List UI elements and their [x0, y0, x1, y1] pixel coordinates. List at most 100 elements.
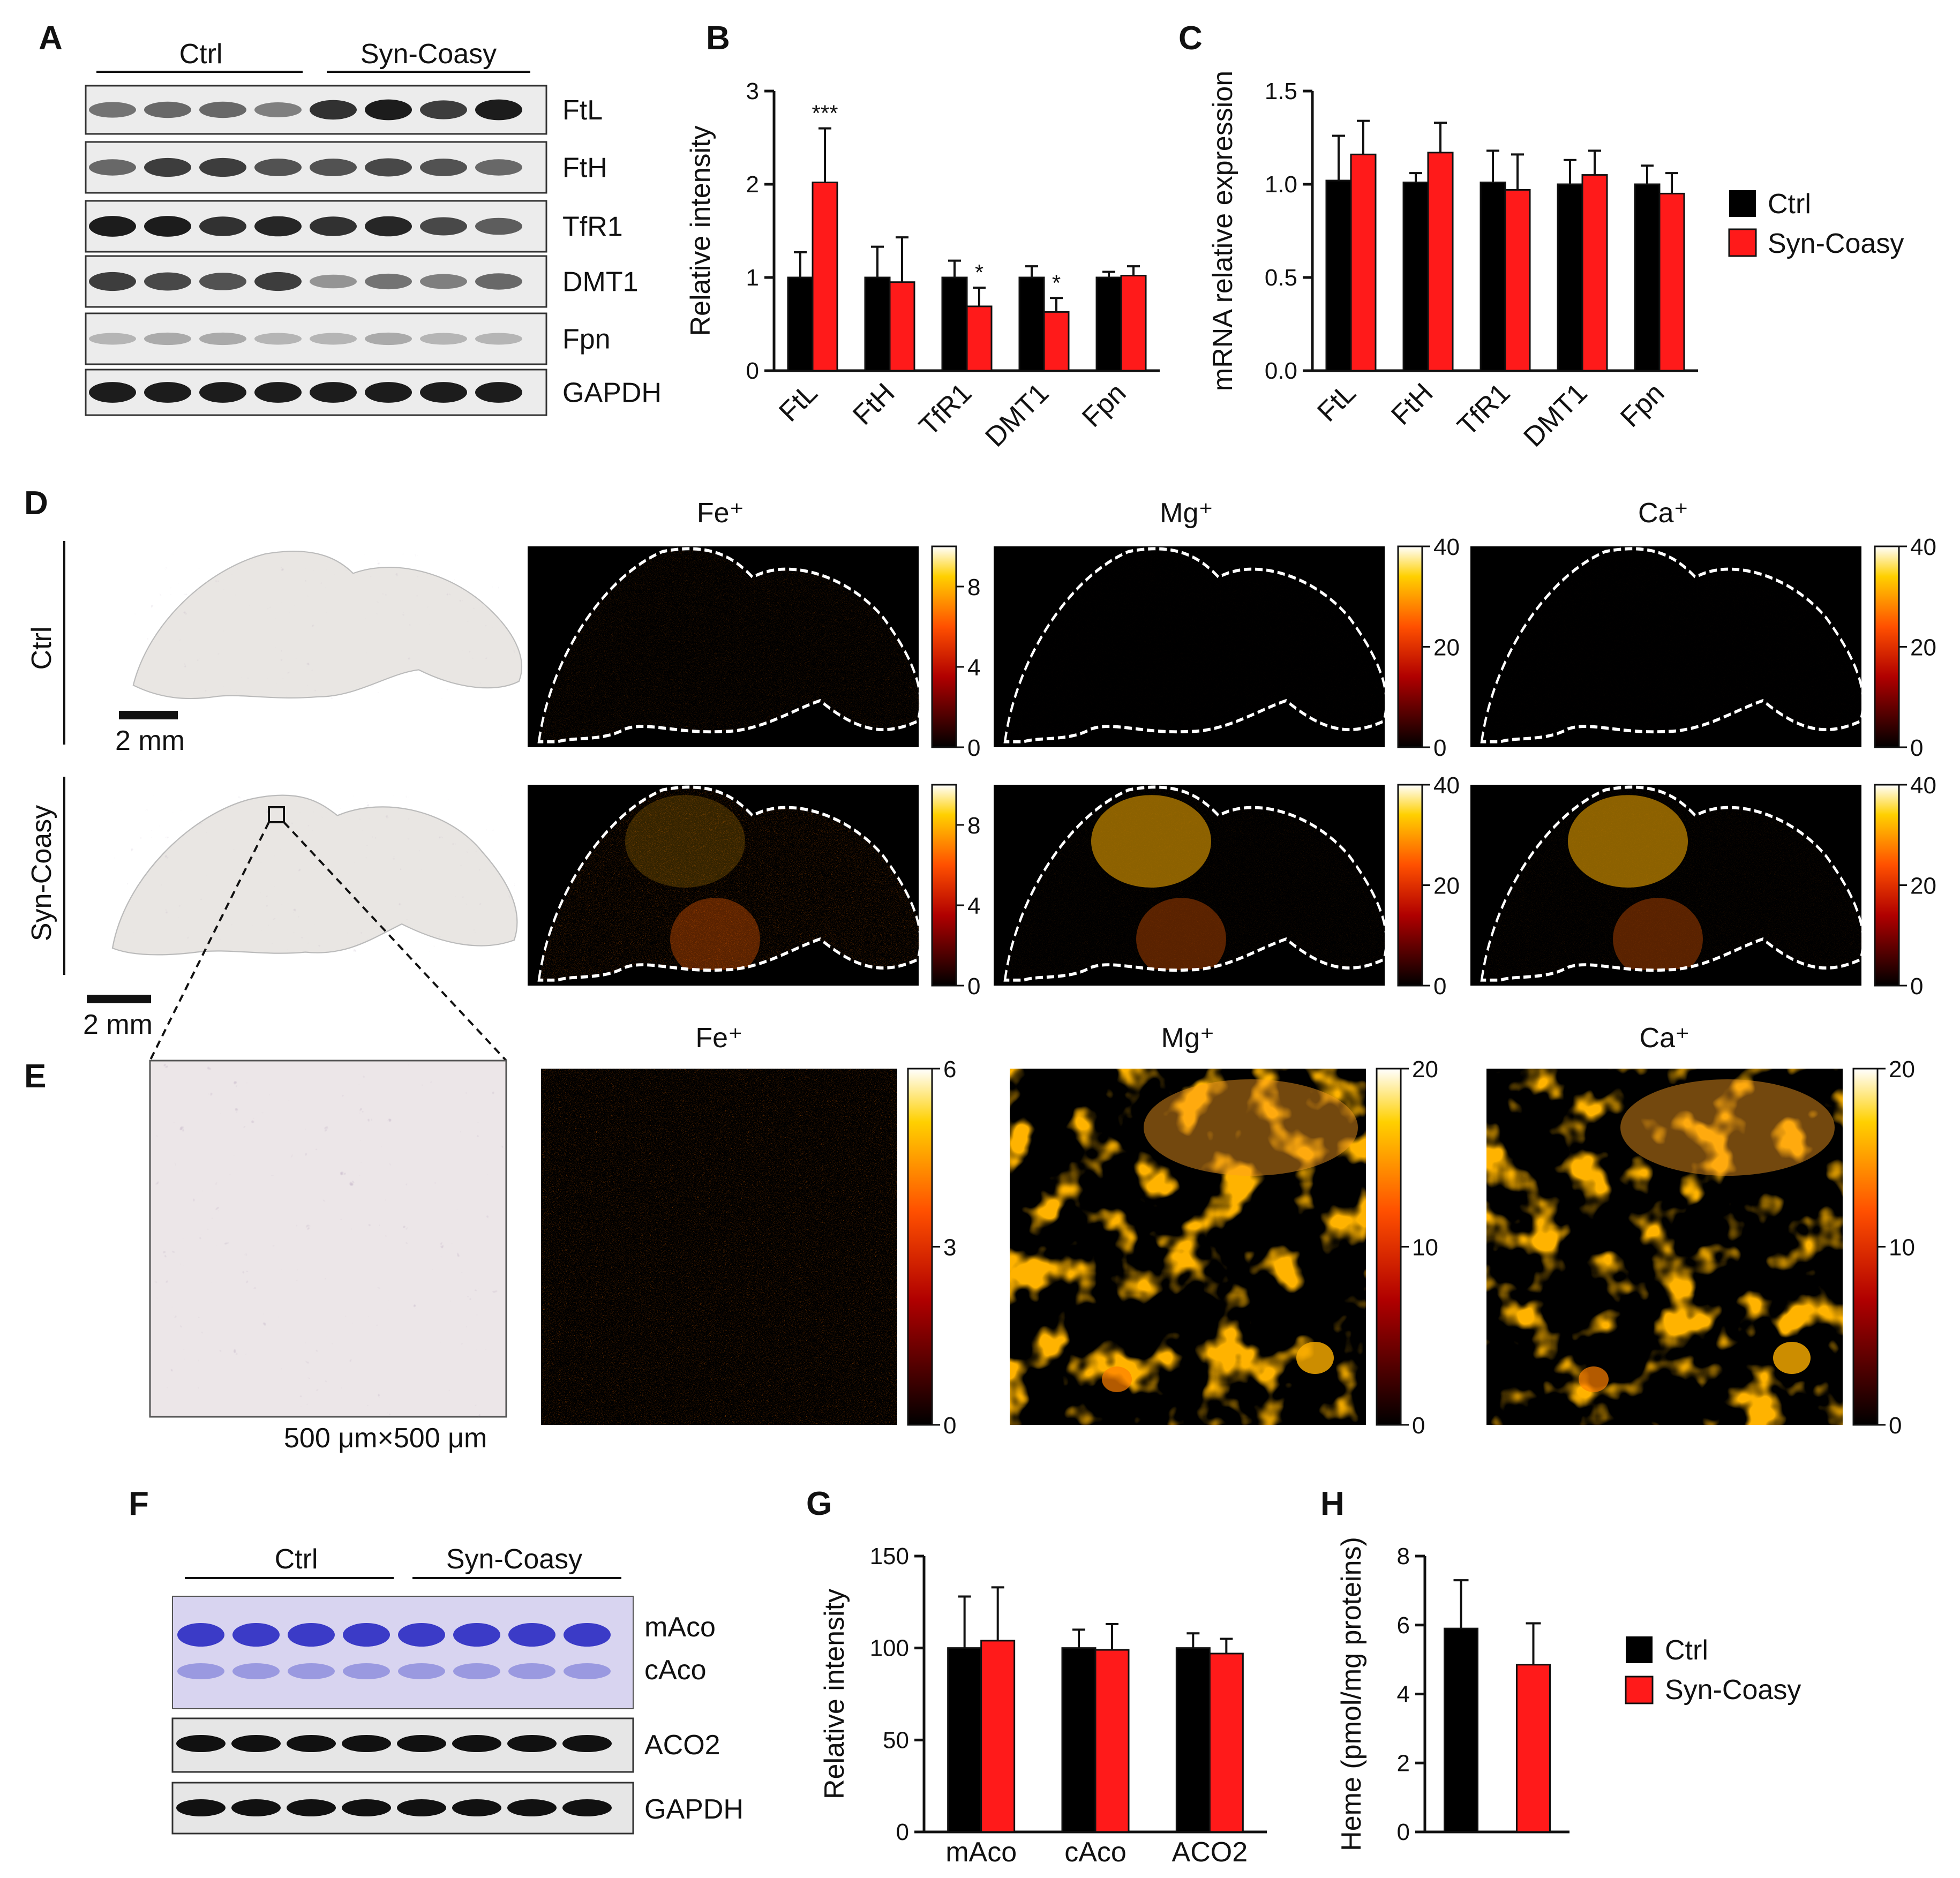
y-axis-label: Relative intensity — [819, 1589, 850, 1799]
x-tick-label: cAco — [1064, 1837, 1127, 1868]
colorbar-tick: 0 — [1433, 735, 1446, 761]
colorbar-tick: 8 — [967, 813, 980, 839]
blot-f-group-syn: Syn-Coasy — [446, 1544, 582, 1575]
blot-a-band — [199, 157, 246, 177]
blot-a-band — [199, 101, 246, 118]
zoom-size-label: 500 μm×500 μm — [284, 1423, 487, 1454]
blot-a-band — [199, 332, 246, 345]
blot-a-band — [365, 382, 412, 403]
blot-a-band — [310, 333, 357, 345]
colorbar-d-ca — [1874, 545, 1900, 748]
blot-f-band-aco2 — [452, 1735, 501, 1752]
brain-section-syn — [111, 794, 518, 956]
blot-f-band-maco — [508, 1623, 555, 1647]
colorbar-tick: 20 — [1433, 635, 1460, 661]
legend2-ctrl-label: Ctrl — [1665, 1635, 1708, 1666]
significance-mark: * — [1052, 270, 1061, 295]
bar-syn-TfR1 — [966, 305, 993, 372]
legend2-ctrl-swatch — [1626, 1636, 1653, 1663]
blot-a-band — [89, 216, 136, 237]
brain-section-ctrl — [132, 551, 522, 700]
blot-a-band — [89, 382, 136, 403]
x-tick-label: DMT1 — [979, 377, 1055, 453]
bar-syn-FtL — [812, 182, 838, 372]
blot-a-band — [365, 99, 412, 121]
colorbar-d-mg — [1397, 545, 1423, 748]
legend-ctrl-label: Ctrl — [1768, 189, 1811, 220]
legend2-syn-swatch — [1625, 1676, 1654, 1704]
y-tick-label: 50 — [883, 1727, 909, 1753]
legend-syn-swatch — [1728, 228, 1757, 257]
bar-syn-FtH — [1427, 152, 1454, 372]
bar-syn-TfR1 — [1504, 189, 1531, 372]
blot-a-label-TfR1: TfR1 — [562, 212, 623, 243]
blot-f-band-gapdh — [397, 1799, 446, 1816]
x-tick-label: Fpn — [1076, 377, 1132, 433]
blot-a-band — [365, 158, 412, 177]
blot-a-band — [254, 272, 302, 291]
bar-ctrl-Fpn — [1634, 183, 1661, 372]
y-tick-label: 1 — [746, 265, 759, 291]
colorbar-e-fe — [907, 1068, 933, 1426]
colorbar-d-fe — [931, 784, 957, 987]
blot-f-band-caco — [343, 1663, 390, 1679]
blot-f-aconitase-gel — [172, 1596, 634, 1709]
blot-f-band-maco — [177, 1623, 224, 1647]
bar-ctrl-DMT1 — [1557, 183, 1583, 372]
colorbar-tick: 3 — [943, 1235, 956, 1261]
blot-a-band — [310, 100, 357, 120]
colorbar-tick: 0 — [967, 973, 980, 1000]
blot-a-band — [365, 216, 412, 237]
blot-a-band — [89, 333, 136, 345]
zoom-region-box — [268, 806, 285, 823]
map-e-title-mg: Mg⁺ — [1161, 1023, 1215, 1054]
x-tick-label: FtH — [1385, 377, 1439, 431]
blot-a-band — [310, 159, 357, 176]
map-d-title-mg: Mg⁺ — [1160, 498, 1213, 529]
element-maps-e: Fe⁺ 0 3 6 Mg⁺ 0 10 20 Ca⁺ 0 10 20 — [541, 1023, 1915, 1439]
colorbar-tick: 40 — [1910, 534, 1936, 560]
blot-a-band — [475, 382, 522, 403]
colorbar-d-mg — [1397, 784, 1423, 987]
row-label-syn: Syn-Coasy — [26, 805, 57, 941]
y-axis-label: mRNA relative expression — [1207, 71, 1238, 391]
colorbar-tick: 20 — [1412, 1056, 1438, 1083]
blot-a-band — [475, 99, 522, 121]
blot-f-band-maco — [232, 1623, 280, 1647]
bar-syn-Fpn — [1658, 192, 1685, 372]
blot-a-band — [475, 273, 522, 290]
blot-a-label-FtL: FtL — [562, 95, 603, 126]
blot-f-band-gapdh — [562, 1799, 612, 1816]
blot-f-group-ctrl: Ctrl — [275, 1544, 318, 1575]
blot-a-band — [199, 382, 246, 403]
colorbar-tick: 0 — [943, 1413, 956, 1439]
y-tick-label: 1.0 — [1265, 171, 1297, 198]
blot-a-band — [144, 382, 191, 403]
blot-f-band-gapdh — [342, 1799, 391, 1816]
x-tick-label: TfR1 — [1452, 377, 1516, 442]
blot-a-band — [144, 216, 191, 237]
blot-f-band-aco2 — [507, 1735, 557, 1752]
x-tick-label: FtH — [847, 377, 900, 431]
blot-a-band — [475, 159, 522, 176]
colorbar-e-ca — [1852, 1068, 1879, 1426]
colorbar-tick: 20 — [1889, 1056, 1915, 1083]
legend-syn-label: Syn-Coasy — [1768, 228, 1904, 259]
row-label-ctrl: Ctrl — [26, 627, 57, 670]
y-tick-label: 4 — [1397, 1681, 1410, 1708]
y-tick-label: 8 — [1397, 1543, 1410, 1569]
colorbar-tick: 20 — [1910, 635, 1936, 661]
y-tick-label: 2 — [746, 171, 759, 198]
blot-a-band — [199, 273, 246, 290]
bar-syn-ACO2 — [1208, 1652, 1244, 1833]
zoom-tissue-image — [149, 1060, 507, 1418]
panel-label-c: C — [1178, 20, 1203, 57]
blot-a-label-Fpn: Fpn — [562, 324, 611, 355]
map-d-title-ca: Ca⁺ — [1638, 498, 1688, 529]
blot-f-band-maco — [398, 1623, 445, 1647]
blot-a-band — [254, 382, 302, 403]
colorbar-tick: 8 — [967, 574, 980, 600]
colorbar-tick: 0 — [1910, 973, 1923, 1000]
blot-f-label-gapdh: GAPDH — [644, 1794, 744, 1825]
